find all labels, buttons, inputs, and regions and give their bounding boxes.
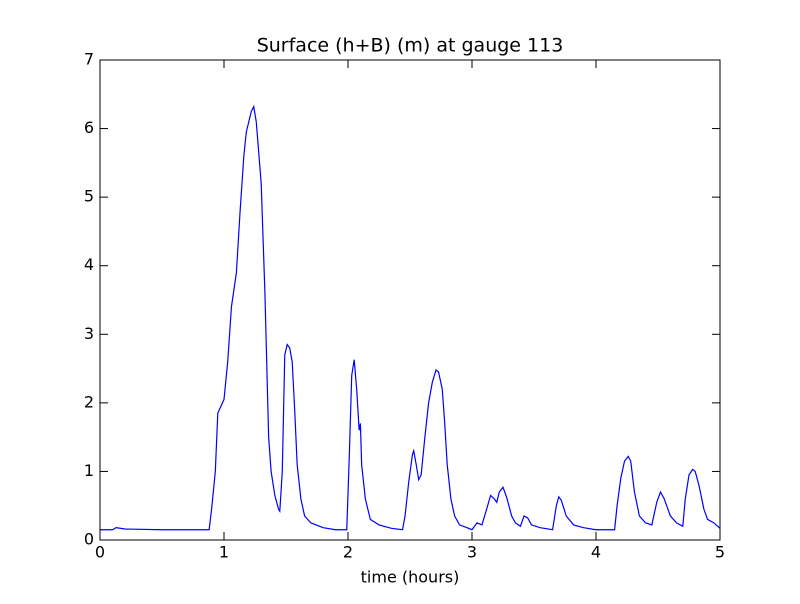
plot-frame	[99, 59, 721, 541]
x-axis-label: time (hours)	[361, 568, 460, 587]
x-tick-label: 1	[219, 543, 229, 562]
x-tick-label: 0	[95, 543, 105, 562]
x-tick-label: 2	[343, 543, 353, 562]
y-tick-label: 7	[84, 50, 94, 69]
y-tick-label: 6	[84, 118, 94, 137]
y-tick-label: 3	[84, 324, 94, 343]
y-tick-label: 4	[84, 255, 94, 274]
y-tick-label: 5	[84, 187, 94, 206]
y-tick-label: 0	[84, 530, 94, 549]
y-tick-label: 2	[84, 392, 94, 411]
x-tick-label: 4	[591, 543, 601, 562]
data-line	[100, 104, 721, 531]
y-tick-label: 1	[84, 461, 94, 480]
x-tick-label: 3	[467, 543, 477, 562]
chart-title: Surface (h+B) (m) at gauge 113	[257, 35, 564, 57]
x-tick-label: 5	[715, 543, 725, 562]
